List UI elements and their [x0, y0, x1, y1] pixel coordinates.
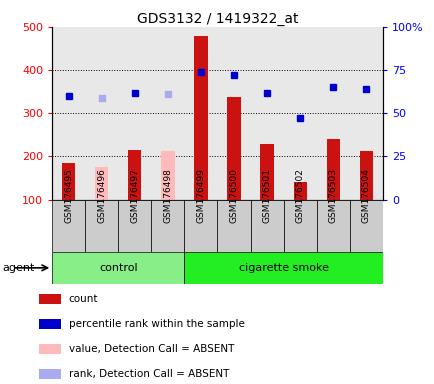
Bar — [39, 294, 61, 304]
Bar — [52, 252, 184, 284]
Bar — [52, 200, 85, 252]
Text: GSM176504: GSM176504 — [361, 168, 370, 223]
Text: GSM176496: GSM176496 — [97, 168, 106, 223]
Bar — [316, 200, 349, 252]
Bar — [85, 200, 118, 252]
Text: GSM176503: GSM176503 — [328, 168, 337, 223]
Bar — [39, 369, 61, 379]
Text: GSM176500: GSM176500 — [229, 168, 238, 223]
Bar — [161, 151, 174, 200]
Bar — [128, 150, 141, 200]
Bar — [227, 97, 240, 200]
Text: value, Detection Call = ABSENT: value, Detection Call = ABSENT — [69, 344, 233, 354]
Text: GSM176501: GSM176501 — [262, 168, 271, 223]
Bar — [217, 200, 250, 252]
Bar — [118, 200, 151, 252]
Bar — [260, 144, 273, 200]
Bar — [184, 200, 217, 252]
Text: rank, Detection Call = ABSENT: rank, Detection Call = ABSENT — [69, 369, 229, 379]
Bar — [293, 182, 306, 200]
Text: count: count — [69, 294, 98, 304]
Text: control: control — [99, 263, 137, 273]
Text: agent: agent — [2, 263, 34, 273]
Bar — [326, 139, 339, 200]
Title: GDS3132 / 1419322_at: GDS3132 / 1419322_at — [136, 12, 298, 26]
Bar — [62, 163, 75, 200]
Text: GSM176498: GSM176498 — [163, 168, 172, 223]
Bar — [39, 319, 61, 329]
Text: GSM176497: GSM176497 — [130, 168, 139, 223]
Bar — [283, 200, 316, 252]
Text: cigarette smoke: cigarette smoke — [238, 263, 328, 273]
Text: percentile rank within the sample: percentile rank within the sample — [69, 319, 244, 329]
Text: GSM176495: GSM176495 — [64, 168, 73, 223]
Bar — [39, 344, 61, 354]
Bar — [349, 200, 382, 252]
Text: GSM176502: GSM176502 — [295, 168, 304, 223]
Bar — [359, 151, 372, 200]
Bar — [250, 200, 283, 252]
Text: GSM176499: GSM176499 — [196, 168, 205, 223]
Bar — [95, 167, 108, 200]
Bar — [151, 200, 184, 252]
Bar — [194, 36, 207, 200]
Bar — [184, 252, 382, 284]
